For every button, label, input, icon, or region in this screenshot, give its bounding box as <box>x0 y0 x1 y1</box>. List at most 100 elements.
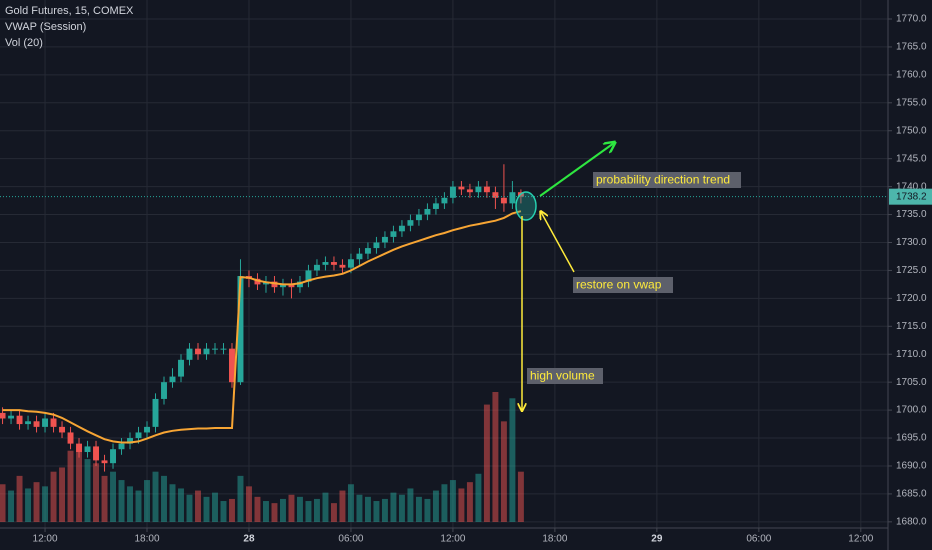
candle-body <box>279 284 286 288</box>
candle-body <box>0 412 6 419</box>
y-tick-label: 1770.0 <box>896 14 927 25</box>
volume-bar <box>492 392 499 522</box>
volume-bar <box>144 480 150 522</box>
y-tick-label: 1730.0 <box>896 237 927 248</box>
volume-bar <box>339 490 346 522</box>
candle-body <box>305 270 312 282</box>
candle-body <box>152 398 159 427</box>
volume-bar <box>118 480 125 522</box>
volume-bar <box>195 490 201 522</box>
candle-body <box>135 432 142 439</box>
y-tick-label: 1680.0 <box>896 516 927 527</box>
candle-body <box>203 348 210 355</box>
x-tick-label: 18:00 <box>542 534 567 545</box>
annotation-text: probability direction trend <box>596 173 730 187</box>
candle-body <box>296 281 303 288</box>
candle-body <box>178 359 184 377</box>
candle-body <box>381 236 388 243</box>
volume-bar <box>509 398 516 522</box>
candle-body <box>118 443 125 450</box>
axes: 1680.0 1685.0 1690.0 1695.0 1700.0 1705.0 1710… <box>33 14 932 545</box>
x-tick-label: 29 <box>651 534 663 545</box>
volume-bar <box>347 484 354 522</box>
annotations: probability direction trend restore on vw… <box>527 172 741 384</box>
candle-body <box>449 186 456 198</box>
volume-bar <box>322 492 329 522</box>
volume-pane <box>0 392 524 522</box>
overlay <box>0 196 888 444</box>
volume-bar <box>373 501 380 522</box>
x-tick-label: 28 <box>243 534 255 545</box>
candle-body <box>59 426 66 433</box>
candle-body <box>398 225 405 232</box>
candle-body <box>424 208 431 215</box>
volume-bar <box>110 471 116 522</box>
volume-bar <box>441 484 448 522</box>
highlight-ellipse <box>515 191 537 221</box>
volume-bar <box>271 503 278 522</box>
candle-body <box>237 276 244 383</box>
y-tick-label: 1750.0 <box>896 125 927 136</box>
volume-bar <box>220 501 227 522</box>
candle-body <box>8 415 15 419</box>
candle-body <box>475 186 482 193</box>
candle-body <box>432 203 439 209</box>
candle-body <box>330 262 337 265</box>
x-tick-label: 12:00 <box>33 534 58 545</box>
x-tick-label: 12:00 <box>440 534 465 545</box>
volume-bar <box>313 498 320 522</box>
y-tick-label: 1705.0 <box>896 377 927 388</box>
volume-bar <box>203 496 210 522</box>
volume-bar <box>76 446 83 522</box>
candle-body <box>356 253 363 260</box>
y-tick-label: 1710.0 <box>896 349 927 360</box>
volume-bar <box>25 488 32 522</box>
volume-bar <box>381 498 388 522</box>
annotation-box <box>573 277 673 293</box>
x-tick-label: 06:00 <box>746 534 771 545</box>
volume-bar <box>8 490 15 522</box>
x-tick-label: 06:00 <box>338 534 363 545</box>
candle-body <box>42 418 49 427</box>
annotation-text: restore on vwap <box>576 278 662 292</box>
candle-body <box>322 262 329 265</box>
annotation-box <box>527 368 603 384</box>
candle-body <box>144 426 150 433</box>
volume-bar <box>449 480 456 522</box>
candle-body <box>186 348 193 360</box>
candle-body <box>229 348 235 383</box>
volume-bar <box>33 482 40 522</box>
volume-bar <box>364 496 371 522</box>
volume-bar <box>458 488 465 522</box>
candle-body <box>220 348 227 350</box>
candle-body <box>483 186 490 193</box>
volume-bar <box>127 486 133 522</box>
volume-bar <box>237 475 244 522</box>
annotation-text: high volume <box>530 369 595 383</box>
y-tick-label: 1755.0 <box>896 97 927 108</box>
grid <box>0 0 888 528</box>
candle-body <box>390 231 397 237</box>
y-tick-label: 1765.0 <box>896 42 927 53</box>
last-price-box <box>889 188 932 205</box>
y-tick-label: 1700.0 <box>896 405 927 416</box>
y-tick-label: 1685.0 <box>896 489 927 500</box>
candle-body <box>373 242 380 249</box>
candle-body <box>84 446 91 453</box>
last-price-label: 1738.2 <box>896 191 927 202</box>
candle-body <box>492 192 499 198</box>
y-tick-label: 1695.0 <box>896 433 927 444</box>
volume-bar <box>483 404 490 522</box>
volume-bar <box>42 486 49 522</box>
candle-body <box>364 248 371 254</box>
volume-bar <box>296 496 303 522</box>
volume-bar <box>407 488 414 522</box>
legend-entry: Gold Futures, 15, COMEX <box>5 5 134 17</box>
volume-bar <box>500 421 507 522</box>
volume-bar <box>415 496 422 522</box>
candle-body <box>415 214 422 221</box>
candle-body <box>339 264 346 268</box>
candle-body <box>110 449 116 464</box>
candle-body <box>50 418 57 427</box>
